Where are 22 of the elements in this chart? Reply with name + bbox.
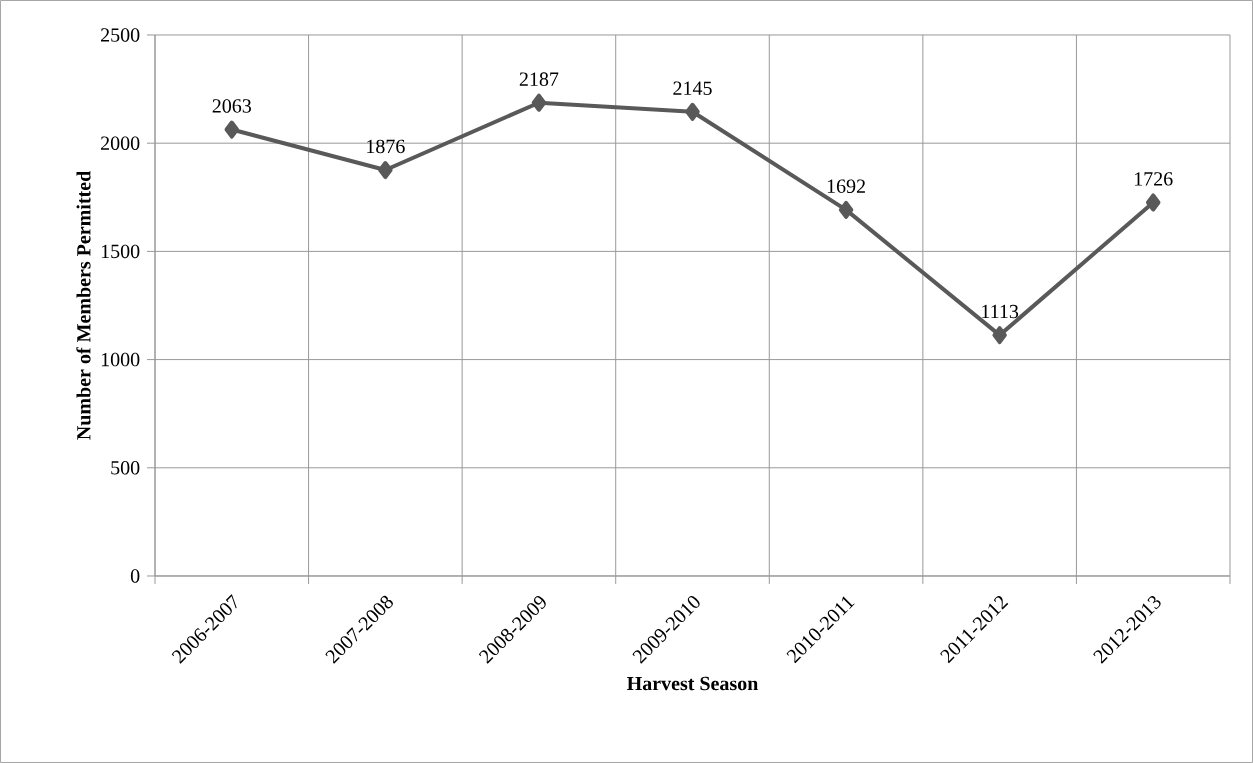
point	[378, 161, 393, 180]
data-label: 1692	[827, 179, 865, 193]
x-axis-title: Harvest Season	[627, 676, 759, 691]
data-label: 2187	[519, 72, 559, 86]
y-tick-label: 2500	[101, 28, 140, 42]
data-label: 2063	[212, 99, 252, 113]
y-tick-label: 1500	[101, 244, 140, 259]
data-label: 1876	[367, 139, 405, 154]
point	[531, 93, 547, 112]
point	[685, 102, 700, 121]
point	[838, 200, 854, 219]
y-axis-title: Number of Members Permitted	[76, 171, 91, 440]
data-label: 1113	[982, 304, 1019, 319]
y-tick-label: 0	[130, 569, 140, 583]
y-tick-label: 1000	[101, 352, 140, 367]
y-tick-label: 500	[111, 461, 140, 475]
point	[1145, 193, 1161, 212]
y-tick-label: 2000	[101, 136, 140, 150]
data-label: 1726	[1134, 172, 1173, 186]
point	[224, 120, 240, 139]
point	[992, 326, 1007, 345]
data-label: 2145	[673, 81, 712, 95]
